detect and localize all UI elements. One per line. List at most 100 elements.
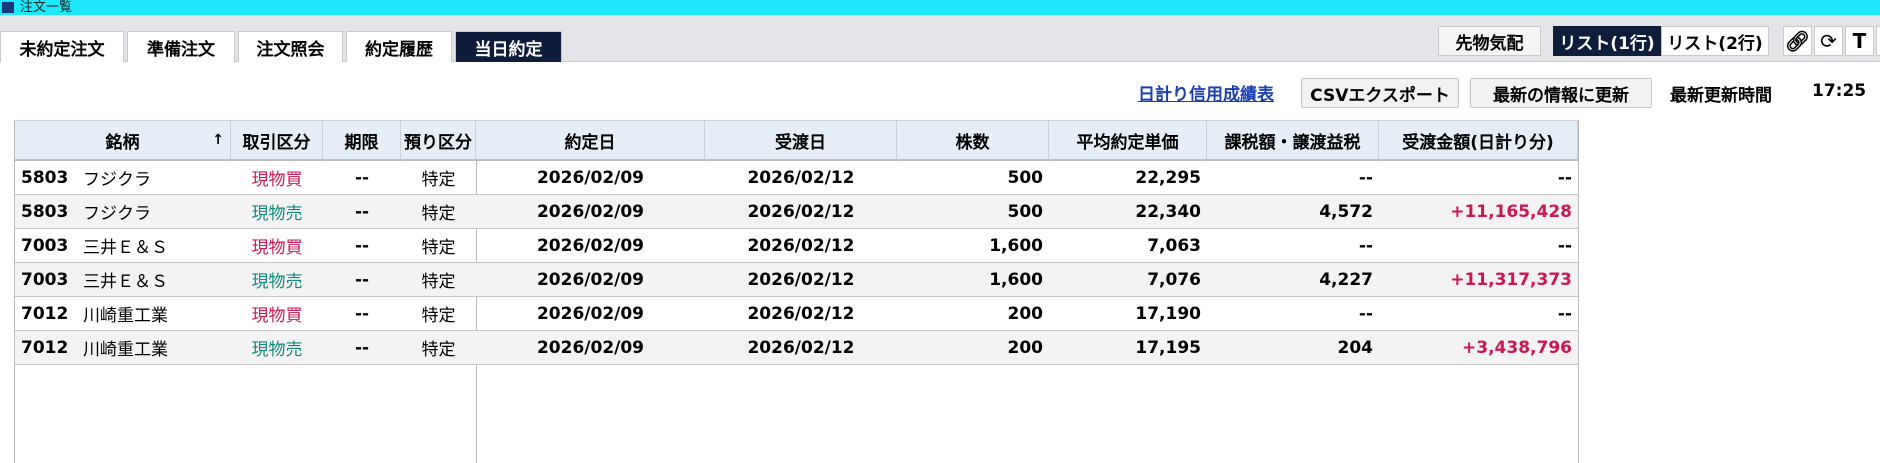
column-header-label: 平均約定単価 (1076, 132, 1179, 153)
column-header-term[interactable]: 期限 (323, 120, 401, 161)
settlement-date: 2026/02/12 (747, 337, 855, 358)
app-logo-icon (2, 2, 14, 13)
trade-type: 現物買 (251, 170, 303, 190)
settlement-amount: +11,317,373 (1450, 269, 1572, 290)
table-right-border (1578, 120, 1579, 463)
stock-code: 5803 (21, 167, 69, 188)
stock-name: 三井Ｅ＆Ｓ (83, 238, 168, 258)
quantity: 500 (1007, 167, 1044, 188)
account-type: 特定 (421, 306, 456, 326)
tab-execution-history[interactable]: 約定履歴 (346, 31, 452, 62)
column-header-symbol[interactable]: 銘柄 ↑ (15, 120, 231, 161)
trade-date: 2026/02/09 (536, 303, 645, 324)
column-header-tax[interactable]: 課税額・譲渡益税 (1207, 120, 1379, 161)
column-header-label: 約定日 (564, 132, 616, 153)
account-type: 特定 (421, 238, 456, 258)
refresh-icon[interactable]: ⟳ (1814, 26, 1843, 56)
trade-type: 現物買 (251, 238, 303, 258)
settlement-date: 2026/02/12 (747, 201, 855, 222)
link-icon[interactable]: 🔗︎ (1783, 26, 1812, 56)
stock-code: 7012 (21, 337, 69, 358)
term: -- (354, 337, 370, 358)
stock-code: 7012 (21, 303, 69, 324)
daily-report-link[interactable]: 日計り信用成績表 (1138, 85, 1274, 105)
list-1-row-toggle[interactable]: リスト(1行) (1553, 26, 1661, 56)
column-header-account-type[interactable]: 預り区分 (401, 120, 476, 161)
column-header-label: 受渡日 (775, 132, 826, 153)
column-header-label: 受渡金額(日計り分) (1402, 132, 1554, 153)
table-row[interactable]: 7003 三井Ｅ＆Ｓ 現物買 -- 特定 2026/02/09 2026/02/12 1,60… (15, 229, 1578, 263)
last-update-label: 最新更新時間 (1670, 86, 1772, 106)
avg-price: 7,076 (1147, 269, 1201, 290)
text-icon[interactable]: T (1845, 26, 1874, 56)
stock-name: 川崎重工業 (83, 306, 168, 326)
column-header-trade-date[interactable]: 約定日 (476, 120, 705, 161)
trade-date: 2026/02/09 (536, 269, 645, 290)
column-header-trade-type[interactable]: 取引区分 (231, 120, 323, 161)
term: -- (354, 269, 370, 290)
table-row[interactable]: 7012 川崎重工業 現物売 -- 特定 2026/02/09 2026/02/12 200 1… (15, 331, 1578, 365)
avg-price: 22,340 (1135, 201, 1201, 222)
settlement-amount: +11,165,428 (1450, 201, 1572, 222)
tab-prepared-orders[interactable]: 準備注文 (127, 31, 235, 62)
quantity: 500 (1007, 201, 1044, 222)
stock-code: 5803 (21, 201, 69, 222)
settlement-date: 2026/02/12 (747, 235, 855, 256)
column-header-avg-price[interactable]: 平均約定単価 (1049, 120, 1207, 161)
avg-price: 22,295 (1135, 167, 1201, 188)
trade-type: 現物売 (251, 340, 303, 360)
quantity: 200 (1007, 337, 1044, 358)
table-row[interactable]: 7003 三井Ｅ＆Ｓ 現物売 -- 特定 2026/02/09 2026/02/12 1,60… (15, 263, 1578, 297)
tax: -- (1358, 167, 1373, 188)
term: -- (354, 201, 370, 222)
tax: 204 (1337, 337, 1374, 358)
tab-bar: 未約定注文 準備注文 注文照会 約定履歴 当日約定 先物気配 リスト(1行) リ… (0, 15, 1880, 62)
account-type: 特定 (421, 170, 456, 190)
tax: 4,572 (1319, 201, 1373, 222)
stock-code: 7003 (21, 269, 69, 290)
column-header-label: 課税額・譲渡益税 (1224, 132, 1361, 153)
more-icon[interactable] (1876, 26, 1880, 56)
stock-name: 川崎重工業 (83, 340, 168, 360)
stock-name: 三井Ｅ＆Ｓ (83, 272, 168, 292)
table-row[interactable]: 5803 フジクラ 現物買 -- 特定 2026/02/09 2026/02/12 500 22… (15, 161, 1578, 195)
list-2-row-toggle[interactable]: リスト(2行) (1661, 26, 1769, 56)
quantity: 1,600 (989, 269, 1043, 290)
term: -- (354, 235, 370, 256)
settlement-amount: -- (1557, 235, 1572, 256)
table-row[interactable]: 5803 フジクラ 現物売 -- 特定 2026/02/09 2026/02/12 500 22… (15, 195, 1578, 229)
title-bar: 注文一覧 (0, 0, 1880, 15)
trade-type: 現物売 (251, 272, 303, 292)
executions-table: 銘柄 ↑ 取引区分 期限 預り区分 約定日 受渡日 株数 平均約定単価 課税額・譲渡益税 受渡金額(… (14, 120, 1579, 463)
term: -- (354, 303, 370, 324)
stock-code: 7003 (21, 235, 69, 256)
last-update-time: 17:25 (1812, 81, 1867, 101)
table-row[interactable]: 7012 川崎重工業 現物買 -- 特定 2026/02/09 2026/02/12 200 1… (15, 297, 1578, 331)
tax: -- (1358, 235, 1373, 256)
column-header-quantity[interactable]: 株数 (897, 120, 1049, 161)
csv-export-button[interactable]: CSVエクスポート (1301, 78, 1459, 108)
futures-quote-button[interactable]: 先物気配 (1438, 26, 1541, 56)
stock-name: フジクラ (83, 170, 151, 190)
tab-open-orders[interactable]: 未約定注文 (0, 31, 124, 62)
avg-price: 17,190 (1135, 303, 1201, 324)
trade-type: 現物売 (251, 204, 303, 224)
trade-date: 2026/02/09 (536, 337, 645, 358)
term: -- (354, 167, 370, 188)
settlement-date: 2026/02/12 (747, 303, 855, 324)
refresh-button[interactable]: 最新の情報に更新 (1470, 78, 1652, 108)
tab-today-executions[interactable]: 当日約定 (455, 31, 562, 62)
column-header-settlement-date[interactable]: 受渡日 (705, 120, 897, 161)
column-header-settlement-amount[interactable]: 受渡金額(日計り分) (1379, 120, 1578, 161)
settlement-date: 2026/02/12 (747, 269, 855, 290)
column-header-label: 取引区分 (242, 132, 311, 153)
account-type: 特定 (421, 340, 456, 360)
settlement-amount: -- (1557, 167, 1572, 188)
avg-price: 7,063 (1147, 235, 1201, 256)
quantity: 1,600 (989, 235, 1043, 256)
tax: 4,227 (1319, 269, 1373, 290)
account-type: 特定 (421, 204, 456, 224)
trade-date: 2026/02/09 (536, 235, 645, 256)
trade-type: 現物買 (251, 306, 303, 326)
tab-order-inquiry[interactable]: 注文照会 (238, 31, 343, 62)
